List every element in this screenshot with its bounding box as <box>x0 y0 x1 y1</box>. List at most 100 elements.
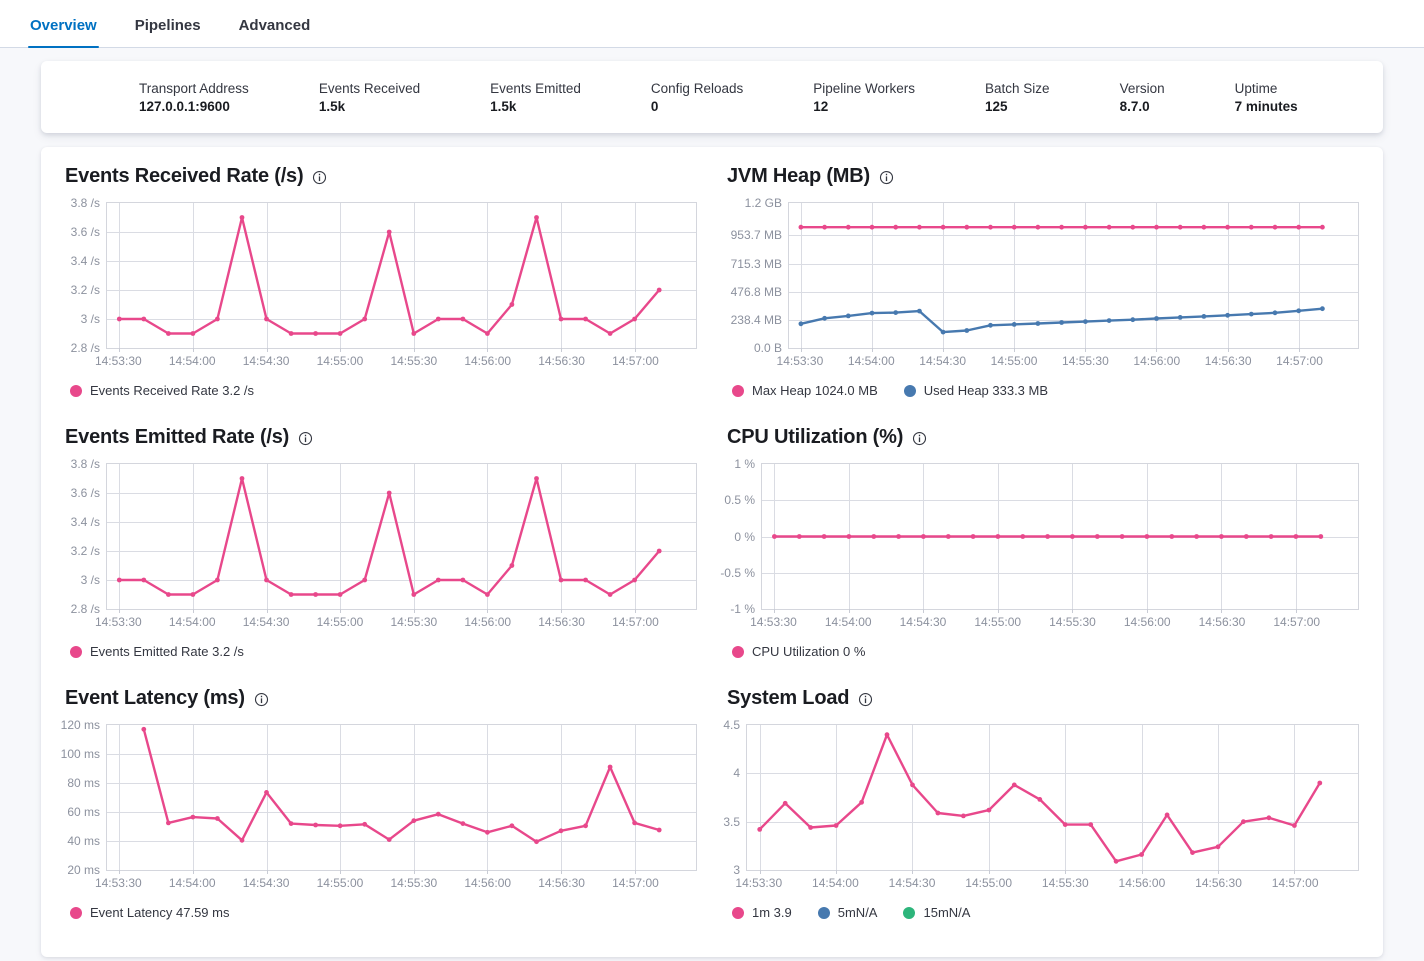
data-point-marker <box>558 828 564 834</box>
chart-plot-area[interactable]: 1.2 GB 953.7 MB 715.3 MB 476.8 MB 238.4 MB 0.… <box>731 196 1359 355</box>
data-point-marker <box>1272 310 1278 316</box>
x-axis-tick-label: 14:57:00 <box>1273 615 1321 629</box>
data-point-marker <box>940 329 946 335</box>
data-point-marker <box>239 215 245 220</box>
data-point-marker <box>869 310 875 316</box>
data-point-marker <box>893 310 899 315</box>
stat-version: Version 8.7.0 <box>1120 81 1165 114</box>
line-chart[interactable]: 1 % 0.5 % 0 % -0.5 % -1 % 14:53:30 14:54:00 14:… <box>720 457 1359 635</box>
x-axis-tick-label: 14:56:00 <box>1118 876 1166 890</box>
gridline <box>107 290 696 291</box>
stat-label: Events Emitted <box>490 80 581 96</box>
data-point-marker <box>166 592 171 597</box>
data-point-marker <box>1225 224 1230 230</box>
data-point-marker <box>970 534 976 539</box>
y-axis-tick-label: 3.8 /s <box>70 457 100 471</box>
gridline <box>747 821 1358 823</box>
line-chart[interactable]: 4.5 4 3.5 3 14:53:30 14:54:00 14:54:30 14:55:00… <box>723 718 1359 896</box>
data-point-marker <box>313 822 318 828</box>
data-point-marker <box>1317 780 1323 786</box>
info-icon[interactable] <box>312 170 327 185</box>
y-axis-tick-label: 3.2 /s <box>70 283 100 297</box>
x-axis-tick-label: 14:56:00 <box>464 615 512 629</box>
data-point-marker <box>656 548 662 554</box>
data-point-marker <box>337 331 343 336</box>
chart-plot-area[interactable]: 3.8 /s 3.6 /s 3.4 /s 3.2 /s 3 /s 2.8 /s <box>71 457 697 616</box>
stat-value: 1.5k <box>490 98 517 114</box>
x-axis-tick-label: 14:55:30 <box>390 354 438 368</box>
gridline <box>634 725 636 870</box>
axis-tick <box>119 609 121 613</box>
chart-card-events-received: Events Received Rate (/s) 3.8 /s 3.6 /s 3.… <box>65 165 697 398</box>
axis-tick <box>561 348 563 352</box>
data-point-marker <box>1011 782 1017 788</box>
chart-series <box>772 534 1324 539</box>
legend-label: 15mN/A <box>923 905 971 920</box>
tab-pipelines[interactable]: Pipelines <box>134 17 201 34</box>
tab-advanced[interactable]: Advanced <box>238 17 311 34</box>
gridline <box>107 319 696 320</box>
axis-tick <box>1072 609 1074 613</box>
gridline <box>561 725 563 870</box>
x-axis-tick-label: 14:57:00 <box>1271 876 1319 890</box>
line-chart[interactable]: 3.8 /s 3.6 /s 3.4 /s 3.2 /s 3 /s 2.8 /s 14:53:… <box>71 196 697 374</box>
data-point-marker <box>935 810 941 816</box>
y-axis-tick-label: 20 ms <box>67 863 100 877</box>
info-icon[interactable] <box>298 431 313 446</box>
info-icon[interactable] <box>858 692 873 707</box>
data-point-marker <box>632 316 637 322</box>
gridline <box>107 754 696 755</box>
info-icon[interactable] <box>912 431 927 446</box>
gridline <box>789 235 1358 237</box>
chart-plot-area[interactable]: 120 ms 100 ms 80 ms 60 ms 40 ms 20 ms <box>61 718 697 877</box>
data-point-marker <box>607 331 613 336</box>
data-point-marker <box>821 534 827 539</box>
info-icon[interactable] <box>879 170 894 185</box>
data-point-marker <box>1144 534 1150 539</box>
gridline <box>107 580 696 581</box>
line-chart[interactable]: 3.8 /s 3.6 /s 3.4 /s 3.2 /s 3 /s 2.8 /s 14:53:… <box>71 457 697 635</box>
data-point-marker <box>1106 224 1112 230</box>
y-axis-tick-label: 40 ms <box>67 834 100 848</box>
tab-overview[interactable]: Overview <box>28 3 99 48</box>
gridline <box>561 464 563 609</box>
line-chart[interactable]: 1.2 GB 953.7 MB 715.3 MB 476.8 MB 238.4 MB 0.… <box>731 196 1359 374</box>
gridline <box>1217 725 1219 870</box>
data-point-marker <box>1296 308 1302 314</box>
y-axis-tick-label: 2.8 /s <box>70 602 100 616</box>
data-point-marker <box>845 224 851 230</box>
data-point-marker <box>1139 852 1144 857</box>
data-point-marker <box>166 820 171 826</box>
gridline <box>119 203 121 348</box>
data-point-marker <box>1201 314 1207 319</box>
data-point-marker <box>1268 534 1274 539</box>
data-point-marker <box>1272 224 1278 230</box>
data-point-marker <box>1035 224 1041 230</box>
gridline <box>1141 725 1143 870</box>
data-point-marker <box>485 829 490 835</box>
chart-card-events-emitted: Events Emitted Rate (/s) 3.8 /s 3.6 /s 3.4… <box>65 426 697 659</box>
gridline <box>107 493 696 494</box>
data-point-marker <box>1094 534 1100 539</box>
chart-title: Event Latency (ms) <box>65 687 245 709</box>
x-axis-tick-label: 14:54:00 <box>847 354 895 368</box>
data-point-marker <box>435 577 441 583</box>
data-point-marker <box>921 534 926 539</box>
info-icon[interactable] <box>254 692 269 707</box>
chart-series <box>798 224 1325 335</box>
line-chart[interactable]: 120 ms 100 ms 80 ms 60 ms 40 ms 20 ms 14:53:30… <box>61 718 697 896</box>
chart-plot-area[interactable]: 4.5 4 3.5 3 <box>723 718 1359 877</box>
x-axis: 14:53:30 14:54:00 14:54:30 14:55:00 14:55:30… <box>735 876 1359 896</box>
axis-tick <box>1298 348 1300 352</box>
chart-card-system-load: System Load 4.5 4 3.5 3 14:53:30 14:54:00 14:5… <box>723 687 1359 920</box>
chart-plot-area[interactable]: 1 % 0.5 % 0 % -0.5 % -1 % <box>720 457 1359 616</box>
data-point-marker <box>656 827 662 833</box>
x-axis-tick-label: 14:57:00 <box>612 876 659 890</box>
axis-tick <box>848 609 850 613</box>
data-point-marker <box>1154 316 1159 321</box>
x-axis-tick-label: 14:55:00 <box>316 354 364 368</box>
chart-plot-area[interactable]: 3.8 /s 3.6 /s 3.4 /s 3.2 /s 3 /s 2.8 /s <box>71 196 697 355</box>
x-axis-tick-label: 14:53:30 <box>776 354 824 368</box>
x-axis-tick-label: 14:56:30 <box>1204 354 1252 368</box>
chart-legend: CPU Utilization 0 % <box>727 644 1359 659</box>
